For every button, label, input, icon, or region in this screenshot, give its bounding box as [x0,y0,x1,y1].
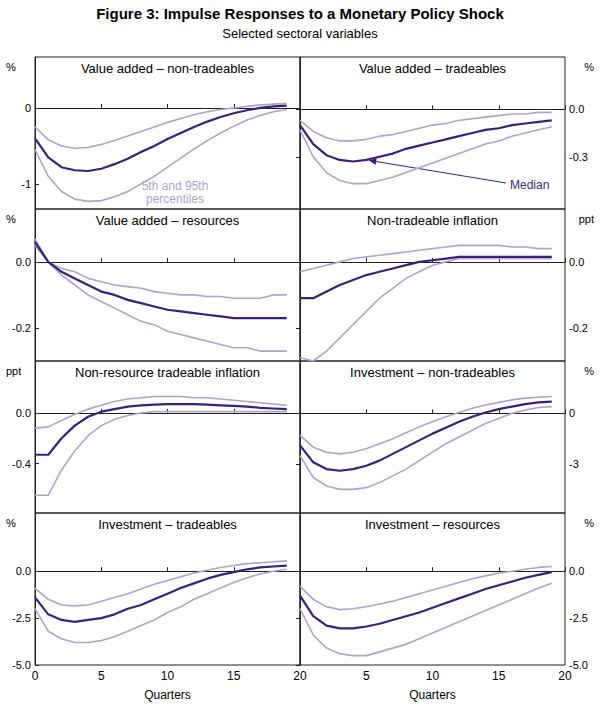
svg-text:ppt: ppt [579,213,594,225]
svg-text:Quarters: Quarters [144,688,191,702]
svg-text:0.0: 0.0 [569,565,584,577]
svg-text:Value added – tradeables: Value added – tradeables [359,61,507,76]
svg-text:Investment – resources: Investment – resources [365,517,501,532]
svg-text:%: % [584,61,594,73]
svg-text:ppt: ppt [6,365,21,377]
svg-text:0: 0 [569,407,575,419]
svg-text:-3: -3 [569,458,579,470]
svg-text:5: 5 [98,669,105,683]
svg-text:0.0: 0.0 [569,103,584,115]
svg-text:Value added – non-tradeables: Value added – non-tradeables [81,61,255,76]
svg-text:percentiles: percentiles [146,192,204,206]
svg-text:-1: -1 [21,178,31,190]
svg-text:-2.5: -2.5 [569,612,588,624]
svg-text:Median: Median [510,178,549,192]
svg-text:0.0: 0.0 [16,256,31,268]
svg-text:15: 15 [492,669,506,683]
svg-text:%: % [584,517,594,529]
svg-text:-0.3: -0.3 [569,151,588,163]
svg-text:10: 10 [426,669,440,683]
svg-text:-0.2: -0.2 [12,322,31,334]
svg-text:Investment – tradeables: Investment – tradeables [98,517,237,532]
svg-text:0.0: 0.0 [16,565,31,577]
svg-text:0.0: 0.0 [569,256,584,268]
svg-text:%: % [6,213,16,225]
svg-text:Non-tradeable inflation: Non-tradeable inflation [367,213,498,228]
svg-text:0: 0 [32,669,39,683]
svg-text:15: 15 [227,669,241,683]
svg-text:-2.5: -2.5 [12,612,31,624]
svg-text:-5.0: -5.0 [12,659,31,671]
svg-text:Non-resource tradeable inflati: Non-resource tradeable inflation [75,365,260,380]
svg-text:Value added – resources: Value added – resources [96,213,240,228]
svg-text:0: 0 [25,102,31,114]
svg-text:5: 5 [363,669,370,683]
svg-text:20: 20 [293,669,307,683]
svg-text:-0.4: -0.4 [12,458,31,470]
svg-text:-5.0: -5.0 [569,659,588,671]
svg-text:%: % [584,365,594,377]
svg-text:Figure 3: Impulse Responses to: Figure 3: Impulse Responses to a Monetar… [96,5,504,22]
svg-text:5th and 95th: 5th and 95th [142,179,209,193]
svg-text:Selected sectoral variables: Selected sectoral variables [222,26,378,41]
svg-text:0.0: 0.0 [16,407,31,419]
svg-text:Quarters: Quarters [409,688,456,702]
svg-text:%: % [6,517,16,529]
svg-text:%: % [6,61,16,73]
svg-text:Investment – non-tradeables: Investment – non-tradeables [350,365,515,380]
svg-text:20: 20 [558,669,572,683]
svg-text:10: 10 [161,669,175,683]
svg-text:-0.2: -0.2 [569,322,588,334]
